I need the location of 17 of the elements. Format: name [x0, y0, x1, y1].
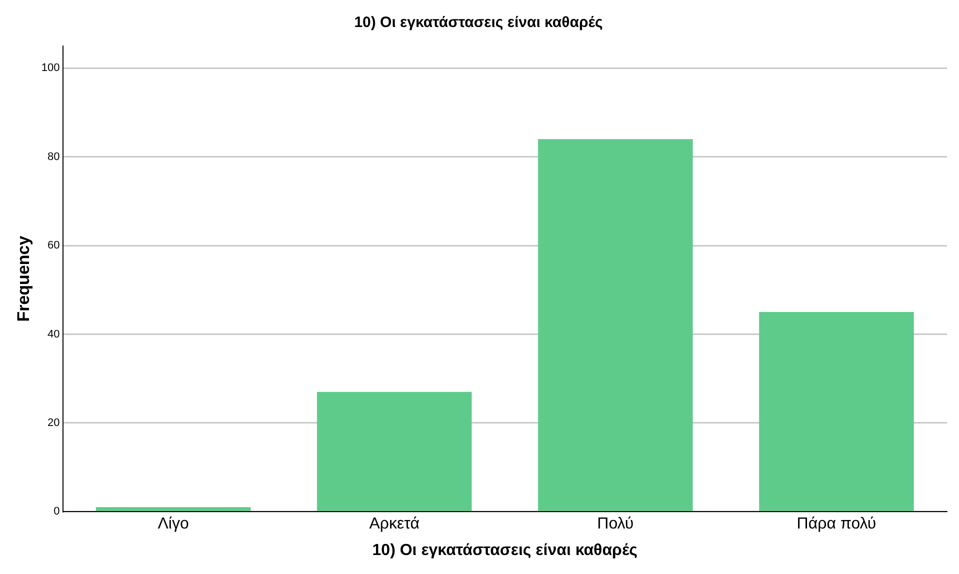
y-tick-label: 100 [41, 62, 60, 74]
bar [96, 507, 251, 511]
x-tick-label: Αρκετά [369, 516, 420, 533]
y-tick-label: 20 [48, 416, 60, 429]
bar [538, 139, 693, 511]
x-tick-label: Πάρα πολύ [796, 516, 876, 533]
x-tick-label: Λίγο [158, 516, 189, 533]
x-axis-title: 10) Οι εγκατάστασεις είναι καθαρές [372, 542, 638, 559]
y-axis-title: Frequency [14, 235, 33, 322]
y-tick-label: 40 [48, 328, 60, 340]
y-tick-label: 80 [48, 150, 60, 163]
bar [759, 312, 914, 511]
x-tick-label: Πολύ [597, 516, 634, 533]
y-tick-label: 60 [48, 240, 60, 252]
chart-title: 10) Οι εγκατάστασεις είναι καθαρές [354, 14, 604, 32]
bar [316, 392, 472, 511]
y-tick-label: 0 [54, 506, 60, 518]
